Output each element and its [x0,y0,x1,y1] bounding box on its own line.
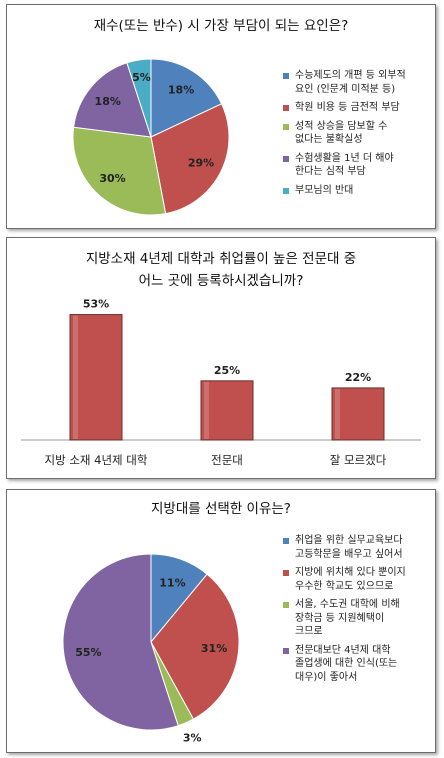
legend-label: 학원 비용 등 금전적 부담 [295,102,400,113]
legend-label: 취업을 위한 실무교육보다 고등학문을 배우고 싶어서 [295,535,403,560]
chart-title: 재수(또는 반수) 시 가장 부담이 되는 요인은? [93,18,349,34]
chart-panel-reasons-local-university: 지방대를 선택한 이유는? 11% 31% 3% 55% 취업을 위한 실무교육보다 … [6,489,436,753]
slice-data-label: 18% [168,84,194,97]
legend-item: 성적 상승을 담보할 수 없다는 불확실성 [283,120,433,147]
bar-highlight [204,381,209,439]
category-tick-label: 잘 모르겠다 [330,453,387,467]
legend-item: 학원 비용 등 금전적 부담 [283,101,433,115]
legend-item: 수능제도의 개편 등 외부적 요인 (인문계 미적분 등) [283,69,433,96]
legend-item: 수험생활을 1년 더 해야 한다는 심적 부담 [283,152,433,179]
bar-chart-enrollment-choice: 53% 지방 소재 4년제 대학 25% 전문대 22% 잘 모르겠다 [21,298,421,467]
legend-swatch [283,123,289,130]
chart-legend: 수능제도의 개편 등 외부적 요인 (인문계 미적분 등) 학원 비용 등 금전적… [283,69,433,202]
chart-panel-enrollment-choice: 지방소재 4년제 대학과 취업률이 높은 전문대 중 어느 곳에 등록하시겠습니… [6,237,436,479]
legend-swatch [283,602,289,608]
legend-swatch [283,73,289,79]
legend-swatch [283,155,289,162]
slice-data-label: 30% [99,172,125,185]
legend-swatch [283,187,289,194]
legend-item: 지방에 위치해 있다 뿐이지 우수한 학교도 있으므로 [283,566,433,593]
bar [200,380,254,441]
pie-slice [150,573,240,720]
pie-chart-burden-factors: 18% 29% 30% 18% 5% [72,58,230,216]
slice-data-label: 3% [183,731,202,744]
bar-data-label: 53% [83,298,109,311]
slice-data-label: 18% [95,95,121,108]
pie-slice [150,103,230,215]
pie-chart-reasons: 11% 31% 3% 55% [62,553,240,744]
pie-slice [62,553,179,731]
legend-item: 서울, 수도권 대학에 비해 장학금 등 지원혜택이 크므로 [283,598,433,639]
bar [331,387,385,441]
legend-label: 서울, 수도권 대학에 비해 장학금 등 지원혜택이 크므로 [295,599,400,637]
bar [69,314,123,441]
chart-panel-burden-factors: 재수(또는 반수) 시 가장 부담이 되는 요인은? 18% 29% 30% 18% 5… [6,4,436,229]
category-tick-label: 전문대 [211,453,243,467]
legend-swatch [283,570,289,576]
legend-label: 부모님의 반대 [295,184,354,196]
pie-slice [73,62,152,138]
slice-data-label: 11% [159,576,185,589]
chart-title: 지방소재 4년제 대학과 취업률이 높은 전문대 중 어느 곳에 등록하시겠습니… [85,251,357,289]
slice-data-label: 55% [75,646,101,659]
legend-label: 수험생활을 1년 더 해야 한다는 심적 부담 [295,152,394,178]
slice-data-label: 31% [201,642,227,655]
legend-swatch [283,538,289,544]
legend-swatch [283,647,289,654]
bar-highlight [73,315,78,439]
legend-label: 성적 상승을 담보할 수 없다는 불확실성 [295,120,388,146]
legend-item: 부모님의 반대 [283,184,433,198]
slice-data-label: 29% [188,156,214,169]
bar-data-label: 22% [345,371,371,384]
category-tick-label: 지방 소재 4년제 대학 [45,453,148,467]
legend-item: 전문대보단 4년제 대학 졸업생에 대한 인식(또는 대우)이 좋아서 [283,644,433,685]
pie-slice [72,126,167,216]
pie-slice [126,58,152,138]
legend-swatch [283,105,289,111]
bar-highlight [335,388,340,439]
pie-slice [150,58,223,138]
legend-label: 전문대보단 4년제 대학 졸업생에 대한 인식(또는 대우)이 좋아서 [295,644,398,683]
chart-title: 지방대를 선택한 이유는? [151,501,291,517]
legend-label: 수능제도의 개편 등 외부적 요인 (인문계 미적분 등) [295,70,406,95]
legend-label: 지방에 위치해 있다 뿐이지 우수한 학교도 있으므로 [295,567,406,592]
slice-data-label: 5% [132,71,151,84]
legend-item: 취업을 위한 실무교육보다 고등학문을 배우고 싶어서 [283,534,433,561]
bar-data-label: 25% [214,364,240,377]
